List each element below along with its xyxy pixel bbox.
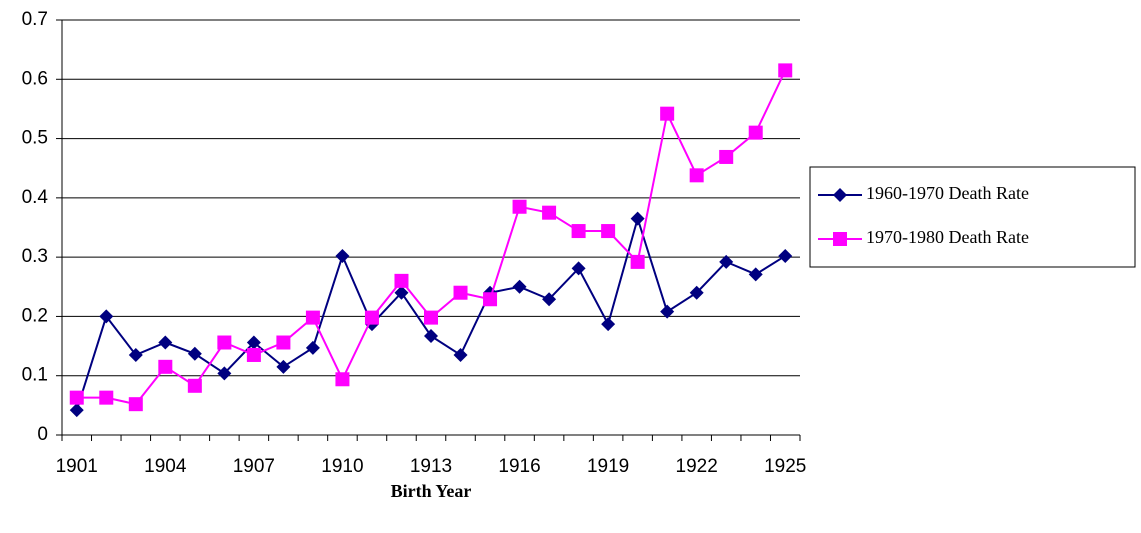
data-point [276, 335, 291, 350]
y-tick-label: 0 [37, 424, 48, 445]
data-point [99, 390, 114, 405]
data-point [305, 310, 320, 325]
data-point [748, 267, 763, 282]
data-point [99, 309, 114, 324]
data-point [660, 304, 675, 319]
data-point [689, 285, 704, 300]
data-point [335, 248, 350, 263]
data-point [128, 347, 143, 362]
data-point [158, 335, 173, 350]
data-point [542, 292, 557, 307]
data-point [512, 199, 527, 214]
data-point [571, 224, 586, 239]
data-point [394, 273, 409, 288]
x-tick-label: 1901 [56, 456, 98, 477]
data-point [601, 317, 616, 332]
data-point [719, 149, 734, 164]
legend-marker [833, 232, 847, 246]
x-tick-label: 1919 [587, 456, 629, 477]
data-point [778, 248, 793, 263]
data-point [424, 328, 438, 343]
x-tick-label: 1910 [321, 456, 363, 477]
data-point [276, 359, 291, 374]
x-tick-label: 1907 [233, 456, 275, 477]
data-point [748, 125, 763, 140]
data-point [128, 397, 143, 412]
legend-marker [833, 188, 847, 202]
data-point [778, 63, 793, 78]
data-point [158, 359, 173, 374]
data-point [187, 378, 202, 393]
data-point [483, 292, 498, 307]
y-tick-label: 0.5 [22, 128, 48, 149]
y-tick-label: 0.4 [22, 187, 49, 208]
x-tick-label: 1925 [764, 456, 806, 477]
data-point [305, 340, 320, 355]
y-tick-label: 0.3 [22, 246, 48, 267]
data-point [630, 211, 645, 226]
legend-label: 1970-1980 Death Rate [866, 227, 1029, 247]
data-point [453, 285, 468, 300]
data-point [453, 347, 468, 362]
y-tick-label: 0.1 [22, 365, 48, 386]
data-point [660, 106, 675, 121]
series-line [76, 69, 787, 406]
data-point [246, 335, 261, 350]
data-point [512, 279, 527, 294]
y-tick-label: 0.6 [22, 68, 48, 89]
data-point [246, 347, 261, 362]
data-point [69, 390, 84, 405]
data-point [719, 254, 734, 269]
y-tick-label: 0.2 [22, 305, 48, 326]
data-point [217, 335, 232, 350]
data-point [601, 224, 616, 239]
data-point [187, 346, 202, 361]
x-tick-label: 1913 [410, 456, 452, 477]
data-point [335, 372, 350, 387]
y-tick-label: 0.7 [22, 9, 48, 30]
data-point [69, 403, 84, 418]
x-tick-label: 1904 [144, 456, 187, 477]
data-point [571, 261, 586, 276]
x-tick-label: 1916 [498, 456, 540, 477]
legend-box [809, 166, 1136, 268]
data-point [394, 285, 409, 300]
x-tick-label: 1922 [676, 456, 718, 477]
data-point [364, 310, 379, 325]
data-point [424, 310, 438, 325]
legend-label: 1960-1970 Death Rate [866, 183, 1029, 203]
data-point [217, 366, 232, 381]
x-axis-title: Birth Year [391, 481, 472, 501]
data-point [630, 254, 645, 269]
data-point [689, 168, 704, 183]
data-point [542, 205, 557, 220]
